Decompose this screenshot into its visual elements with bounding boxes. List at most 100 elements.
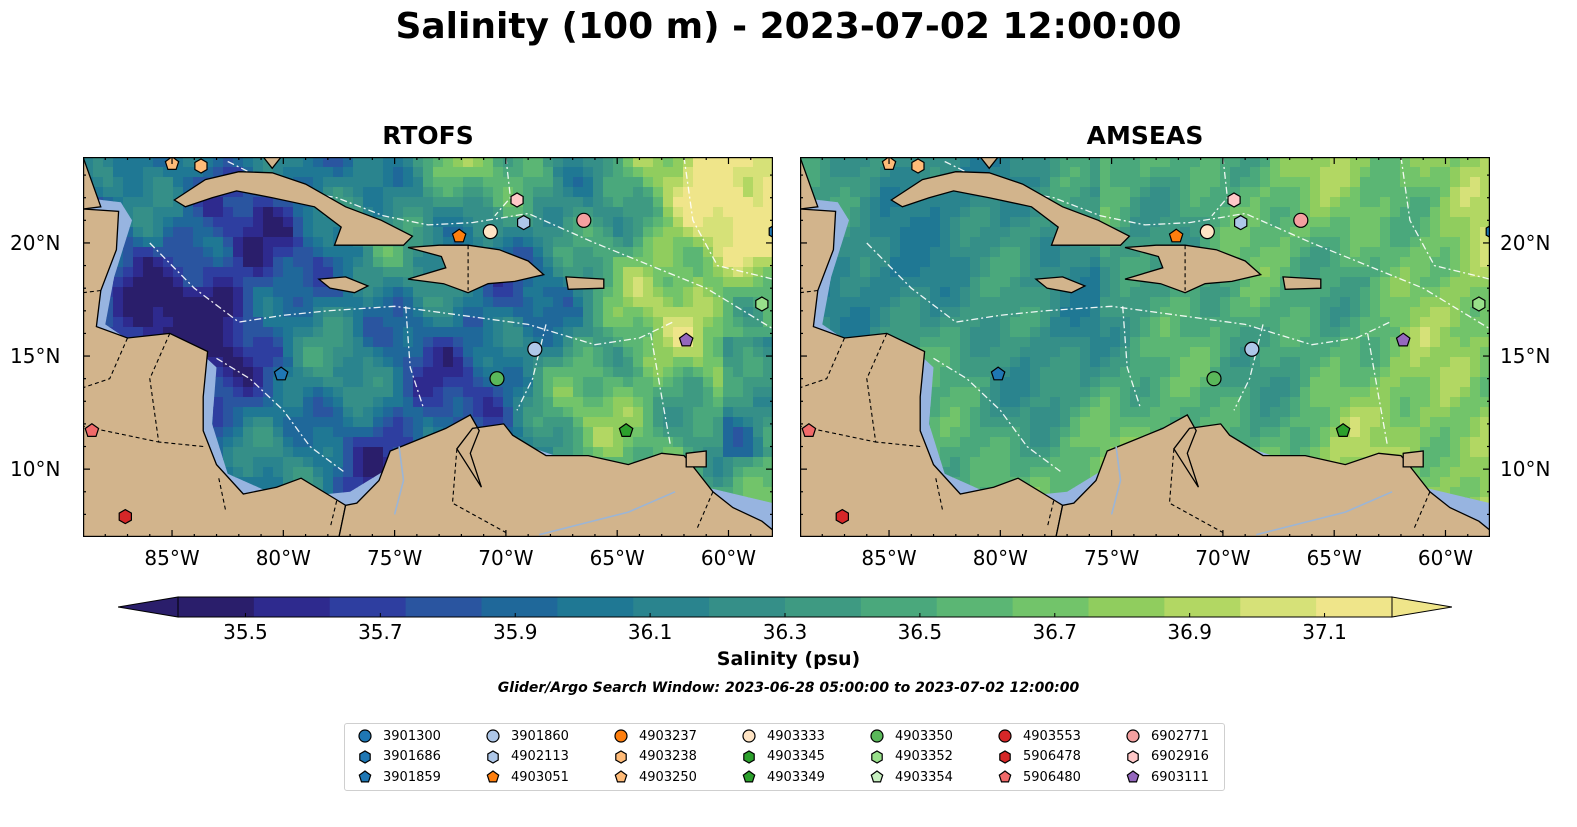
lon-label: 80°W	[255, 546, 311, 570]
legend-marker	[743, 749, 755, 764]
legend-marker-circle-icon	[1126, 729, 1140, 743]
legend-marker-circle-icon	[358, 729, 372, 743]
land-cuba	[173, 171, 414, 246]
colorbar-segment	[936, 597, 1014, 617]
legend-label: 5906480	[1023, 769, 1081, 785]
legend-label: 4903051	[511, 769, 569, 785]
eez-boundary	[1233, 324, 1264, 411]
country-border	[158, 441, 204, 448]
colorbar-tick-label: 36.5	[897, 620, 943, 644]
legend-marker-pentagon-icon	[486, 770, 500, 783]
legend-marker-pentagon-icon	[998, 770, 1012, 783]
country-border	[875, 441, 921, 448]
legend-marker-hexagon-icon	[359, 749, 371, 764]
legend-marker	[487, 749, 499, 764]
float-4903051	[1168, 228, 1184, 243]
legend-label: 6902771	[1151, 728, 1209, 744]
float-6902771	[1293, 212, 1309, 228]
land-puerto-rico	[1282, 276, 1322, 290]
eez-boundary	[216, 357, 344, 472]
colorbar-tick-label: 36.7	[1032, 620, 1078, 644]
legend-marker-circle-icon	[486, 729, 500, 743]
legend-label: 4903238	[639, 749, 697, 764]
panel-title-rtofs: RTOFS	[382, 121, 474, 150]
float-3901860	[1244, 341, 1260, 357]
legend-item: 6903111	[1125, 767, 1209, 787]
legend-item: 5906480	[997, 767, 1081, 787]
colorbar-segment	[253, 597, 331, 617]
colorbar-segment	[557, 597, 634, 617]
river	[393, 446, 405, 515]
map-rtofs	[83, 157, 773, 537]
legend-marker-circle-icon	[742, 729, 756, 743]
country-border	[800, 289, 818, 294]
colorbar-extend-min	[118, 596, 179, 618]
colorbar	[118, 596, 1452, 618]
colorbar-frame	[177, 596, 1393, 618]
legend-marker	[614, 770, 628, 783]
legend-label: 4903349	[767, 769, 825, 785]
eez-boundary	[516, 324, 547, 411]
colorbar-segment	[178, 597, 255, 617]
legend-label: 4902113	[511, 749, 569, 764]
colorbar-tick-label: 37.1	[1302, 620, 1347, 644]
legend-item: 5906478	[997, 747, 1081, 767]
colorbar-segment	[481, 597, 558, 617]
lon-label: 75°W	[366, 546, 423, 570]
land-jamaica	[317, 276, 370, 294]
float-6902916	[510, 192, 524, 208]
lon-label: 65°W	[1306, 546, 1362, 570]
legend-item: 4903354	[869, 767, 953, 787]
legend-marker-pentagon-icon	[614, 770, 628, 783]
legend-label: 6902916	[1151, 749, 1209, 764]
float-6902771	[576, 212, 592, 228]
legend-item: 4903352	[869, 747, 953, 767]
legend-item: 6902916	[1125, 747, 1209, 767]
country-border	[1046, 500, 1055, 529]
legend-marker	[998, 770, 1012, 783]
legend-marker-hexagon-icon	[487, 749, 499, 764]
legend-item: 3901859	[357, 767, 441, 787]
legend-item: 4903333	[741, 726, 825, 746]
lat-label: 10°N	[1500, 457, 1551, 482]
legend-label: 4903250	[639, 769, 697, 785]
float-4903349	[1335, 422, 1351, 437]
colorbar-segment	[405, 597, 483, 617]
legend-marker-circle-icon	[870, 729, 884, 743]
colorbar-segment	[329, 597, 407, 617]
legend-marker	[358, 770, 372, 783]
colorbar-segment	[1316, 597, 1393, 617]
legend-item: 4903237	[613, 726, 697, 746]
country-border	[83, 333, 171, 443]
legend-item: 4903349	[741, 767, 825, 787]
lon-label: 75°W	[1083, 546, 1140, 570]
legend-item: 4903553	[997, 726, 1081, 746]
colorbar-segment	[709, 597, 786, 617]
lon-label: 85°W	[144, 546, 200, 570]
eez-boundary	[1400, 157, 1490, 280]
land-south-america	[1055, 414, 1490, 537]
legend-label: 4903237	[639, 728, 697, 744]
float-3901860	[527, 341, 543, 357]
legend-label: 4903350	[895, 728, 953, 744]
legend-marker	[358, 729, 372, 743]
colorbar-tick-label: 35.9	[492, 620, 538, 644]
float-4903238	[194, 158, 208, 174]
panel-title-amseas: AMSEAS	[1086, 121, 1204, 150]
eez-boundary	[405, 306, 425, 409]
float-3901859	[273, 366, 289, 381]
float-4903352	[755, 296, 769, 312]
lon-label: 70°W	[1195, 546, 1251, 570]
eez-boundary	[944, 160, 1490, 330]
land-jamaica	[1034, 276, 1087, 294]
country-border	[218, 478, 227, 511]
legend-marker	[359, 749, 371, 764]
legend-marker-pentagon-icon	[1126, 770, 1140, 783]
land-yucatan-top	[83, 157, 102, 210]
legend-marker-hexagon-icon	[743, 749, 755, 764]
eez-boundary	[649, 333, 672, 447]
legend-marker	[871, 749, 883, 764]
legend-item: 4903250	[613, 767, 697, 787]
legend-item: 4903350	[869, 726, 953, 746]
colorbar-segment	[1088, 597, 1165, 617]
